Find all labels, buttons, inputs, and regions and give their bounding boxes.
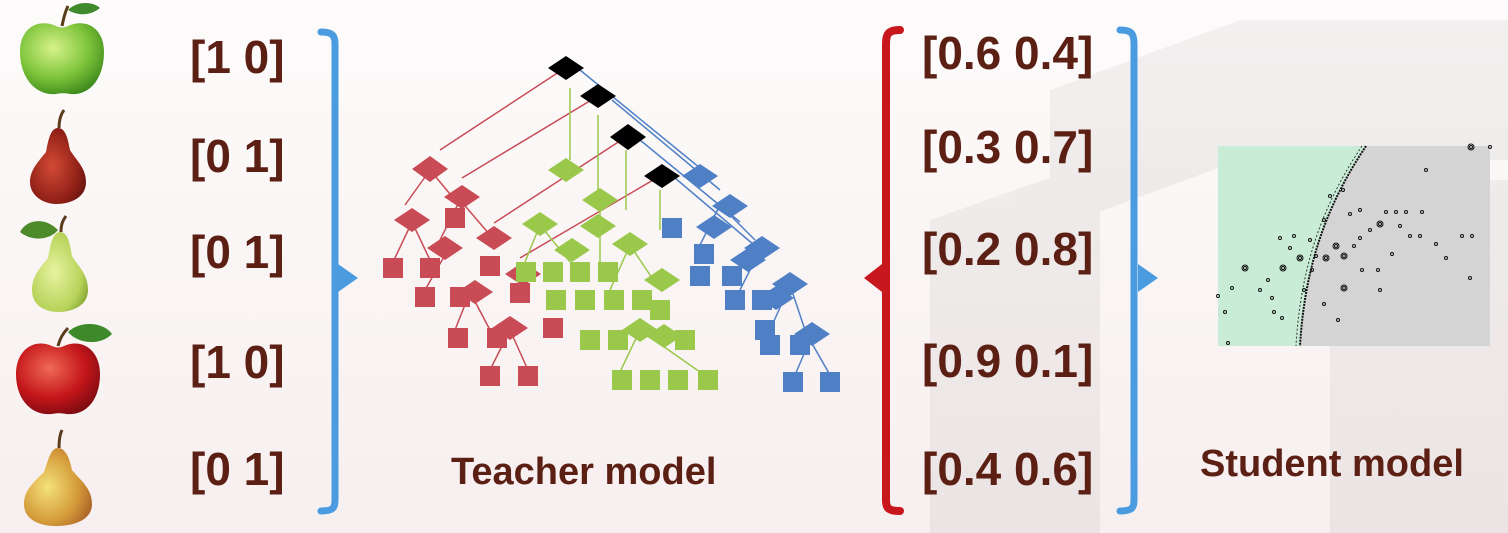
hard-label: [1 0] <box>190 31 285 83</box>
red-pear-icon <box>30 109 86 204</box>
arrow-right-icon <box>338 264 358 292</box>
soft-label: [0.6 0.4] <box>922 27 1094 79</box>
right-bracket-blue-2 <box>1116 26 1138 515</box>
hard-label: [0 1] <box>190 443 285 495</box>
soft-label: [0.9 0.1] <box>922 335 1094 387</box>
student-model-title: Student model <box>1200 443 1464 485</box>
red-apple-icon <box>16 323 112 415</box>
fruit-column <box>8 0 118 533</box>
teacher-model-title: Teacher model <box>451 451 717 493</box>
arrow-left-icon <box>864 264 882 292</box>
hard-label: [0 1] <box>190 226 285 278</box>
green-apple-icon <box>20 3 104 95</box>
hard-label: [1 0] <box>190 336 285 388</box>
right-bracket-blue <box>317 28 339 515</box>
left-bracket-red <box>882 26 904 515</box>
arrow-right-icon <box>1138 264 1158 292</box>
yellow-pear-icon <box>24 429 92 526</box>
hard-label: [0 1] <box>190 130 285 182</box>
soft-label: [0.2 0.8] <box>922 223 1094 275</box>
green-pear-icon <box>20 215 88 312</box>
soft-label: [0.4 0.6] <box>922 443 1094 495</box>
soft-label: [0.3 0.7] <box>922 121 1094 173</box>
